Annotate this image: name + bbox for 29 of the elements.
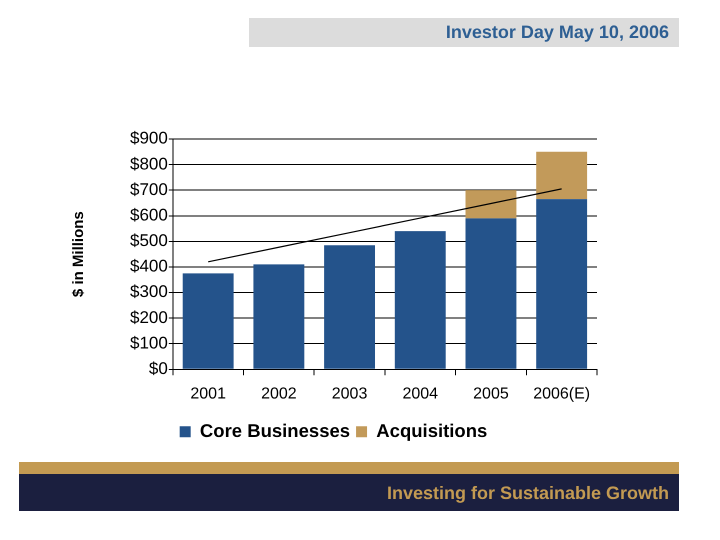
bar (324, 245, 376, 369)
x-tick-label: 2004 (402, 385, 438, 402)
chart-title: Investor Day May 10, 2006 (446, 22, 669, 43)
bar (253, 264, 304, 369)
bar (536, 152, 588, 200)
y-tick-label: $300 (130, 282, 168, 302)
y-tick-label: $600 (130, 205, 168, 224)
bar (536, 199, 588, 369)
x-tick-label: 2006(E) (533, 385, 590, 402)
y-tick-label: $500 (130, 231, 168, 250)
x-tick-label: 2001 (190, 385, 226, 402)
y-tick-label: $200 (130, 308, 168, 327)
y-tick-label: $900 (130, 128, 168, 148)
legend-label: Core Businesses (200, 420, 350, 441)
y-tick-label: $100 (130, 333, 168, 352)
y-tick-label: $700 (130, 180, 168, 199)
x-tick-label: 2003 (332, 385, 368, 402)
bar (466, 218, 516, 369)
legend-label: Acquisitions (376, 420, 488, 441)
bar (394, 231, 446, 369)
bar (182, 273, 234, 369)
text: Investing for Sustainable Growth (386, 483, 669, 504)
bar (466, 190, 516, 218)
y-tick-label: $0 (148, 358, 168, 378)
y-axis-title: $ in Millions (70, 211, 88, 298)
x-tick-label: 2005 (473, 385, 509, 402)
x-tick-label: 2002 (261, 385, 297, 402)
y-tick-label: $400 (130, 256, 168, 276)
y-tick-label: $800 (130, 154, 168, 174)
